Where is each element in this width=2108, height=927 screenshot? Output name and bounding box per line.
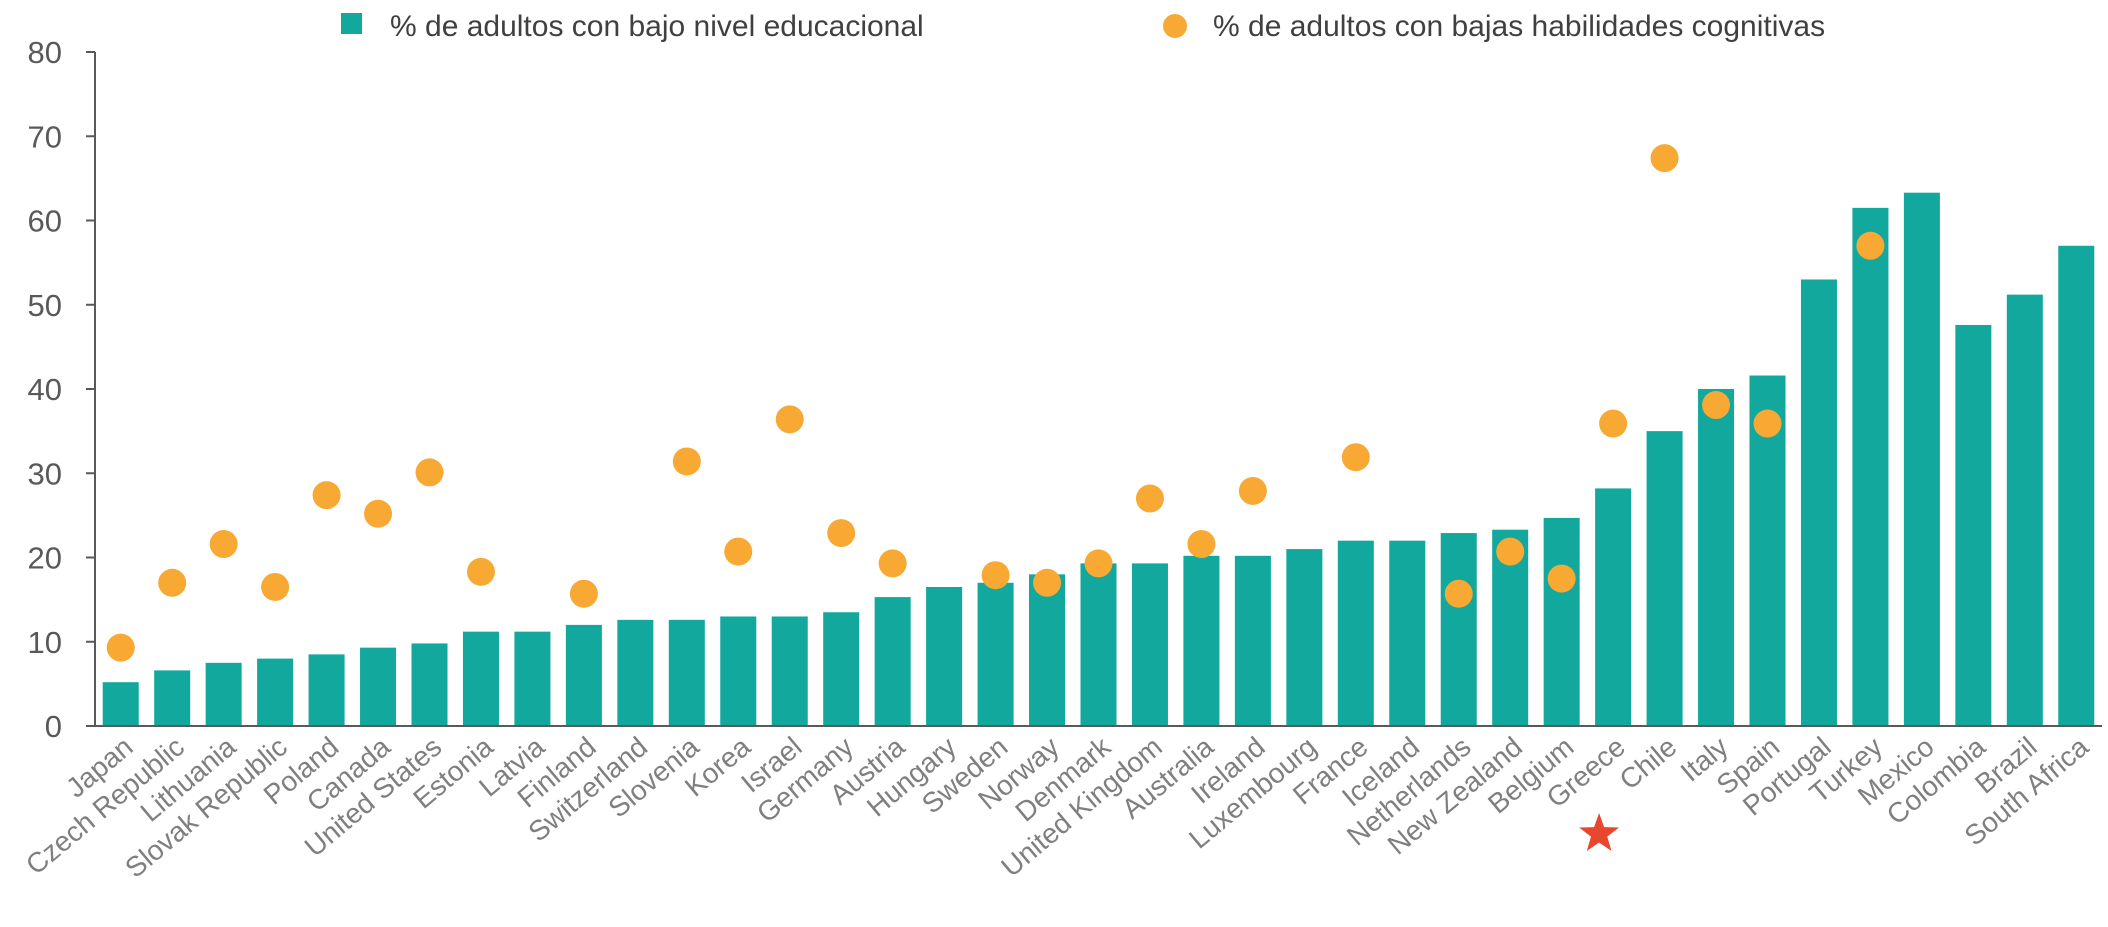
data-point (1496, 537, 1525, 566)
bar (926, 586, 963, 726)
bar (154, 670, 191, 726)
y-tick-label: 20 (28, 541, 62, 576)
data-point (1135, 484, 1164, 513)
bar (360, 647, 397, 726)
bar (102, 682, 139, 726)
bar (1440, 533, 1477, 726)
bar (823, 612, 860, 726)
data-point (1650, 144, 1679, 173)
legend-label-education: % de adultos con bajo nivel educacional (390, 10, 924, 43)
bar (1595, 488, 1632, 726)
bar (720, 616, 757, 726)
data-point (1084, 549, 1113, 578)
data-point (1702, 391, 1731, 420)
bar (1337, 540, 1374, 726)
data-point (1547, 564, 1576, 593)
data-point (1599, 409, 1628, 438)
bar (977, 582, 1014, 726)
annotations (1579, 813, 1620, 851)
data-point (672, 447, 701, 476)
data-point (1753, 409, 1782, 438)
bar (2006, 294, 2043, 726)
bar (205, 662, 242, 726)
bar (1286, 549, 1323, 726)
data-point (1033, 568, 1062, 597)
bar (1183, 555, 1220, 726)
bar (411, 643, 448, 726)
bar (1389, 540, 1426, 726)
data-point (569, 579, 598, 608)
data-point (209, 530, 238, 559)
y-tick-label: 10 (28, 625, 62, 660)
legend-bar-swatch (341, 13, 362, 34)
bar (668, 619, 705, 726)
bar (1131, 563, 1168, 726)
y-tick-label: 60 (28, 204, 62, 239)
data-point (364, 499, 393, 528)
data-point (1444, 579, 1473, 608)
bar (308, 654, 345, 726)
bar (1080, 563, 1117, 726)
bar (1903, 192, 1940, 726)
data-point (1238, 476, 1267, 505)
data-point (261, 572, 290, 601)
y-tick-label: 80 (28, 35, 62, 70)
bar (1698, 389, 1735, 726)
bar (617, 619, 654, 726)
legend-point-swatch (1163, 14, 1187, 38)
bar (462, 631, 499, 726)
data-point (106, 633, 135, 662)
point-series (106, 144, 1885, 662)
bar (257, 658, 294, 726)
bar (1955, 324, 1992, 726)
legend: % de adultos con bajo nivel educacional … (341, 10, 1825, 43)
bar (565, 624, 602, 726)
bar (1543, 517, 1580, 726)
data-point (981, 561, 1010, 590)
bar (1234, 555, 1271, 726)
data-point (827, 519, 856, 548)
x-tick-label: Chile (1614, 731, 1683, 796)
bar-series (102, 192, 2095, 727)
data-point (466, 557, 495, 586)
data-point (158, 568, 187, 597)
bar (1800, 279, 1837, 726)
data-point (312, 481, 341, 510)
y-tick-label: 50 (28, 288, 62, 323)
bar (1646, 431, 1683, 726)
data-point (1187, 530, 1216, 559)
data-point (724, 537, 753, 566)
star-marker-icon (1579, 813, 1620, 851)
bar (874, 597, 911, 726)
data-point (878, 549, 907, 578)
y-tick-label: 70 (28, 119, 62, 154)
data-point (415, 458, 444, 487)
y-tick-label: 0 (45, 709, 62, 744)
data-point (1856, 231, 1885, 260)
y-tick-label: 40 (28, 372, 62, 407)
legend-label-cognitive: % de adultos con bajas habilidades cogni… (1213, 10, 1825, 43)
bar (514, 631, 551, 726)
data-point (775, 405, 804, 434)
y-axis: 0 10 20 30 40 50 60 70 80 (28, 35, 96, 744)
data-point (1341, 443, 1370, 472)
bar (2058, 245, 2095, 726)
bar (771, 616, 808, 726)
bar (1029, 574, 1066, 726)
bar (1852, 207, 1889, 727)
y-tick-label: 30 (28, 456, 62, 491)
